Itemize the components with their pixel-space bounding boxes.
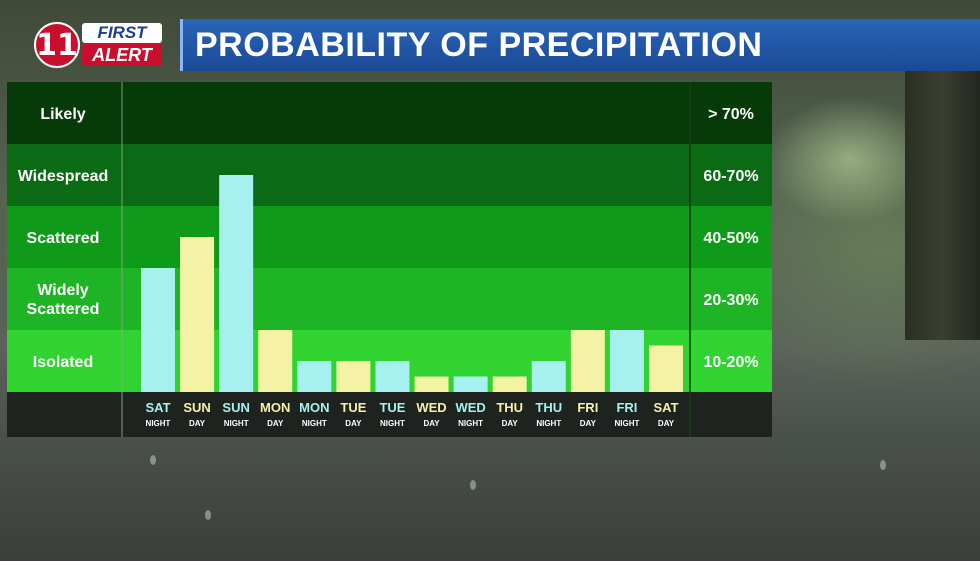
- header: 11 FIRST ALERT PROBABILITY OF PRECIPITAT…: [30, 16, 980, 74]
- x-tick-period: NIGHT: [380, 419, 405, 428]
- bar-thu-day: [492, 376, 527, 392]
- x-tick-period: DAY: [502, 419, 519, 428]
- bar-fri-night: [609, 330, 644, 392]
- band-widely-scattered: [7, 268, 772, 330]
- band-label-left: Scattered: [27, 301, 100, 318]
- precip-chart: Likely > 70% Widespread 60-70% Scattered 40-5…: [7, 82, 772, 437]
- rain-drop: [150, 455, 156, 465]
- bar-tue-day: [336, 361, 371, 392]
- x-tick-day: TUE: [340, 400, 366, 415]
- x-tick-period: DAY: [345, 419, 362, 428]
- x-tick-period: DAY: [658, 419, 675, 428]
- band-likely: [7, 82, 772, 144]
- rain-drop: [470, 480, 476, 490]
- x-tick-day: THU: [496, 400, 523, 415]
- background-tree: [905, 40, 980, 340]
- bar-sat-night: [141, 268, 175, 392]
- x-tick-period: DAY: [189, 419, 206, 428]
- logo-number: 11: [34, 22, 80, 68]
- bar-thu-night: [531, 361, 566, 392]
- x-tick-period: NIGHT: [302, 419, 327, 428]
- x-tick-period: NIGHT: [146, 419, 171, 428]
- x-tick-day: SAT: [145, 400, 170, 415]
- logo-alert-text: ALERT: [82, 44, 162, 66]
- x-tick-day: WED: [455, 400, 485, 415]
- x-tick-day: SAT: [653, 400, 678, 415]
- x-tick-period: DAY: [267, 419, 284, 428]
- chart-svg: Likely > 70% Widespread 60-70% Scattered 40-5…: [7, 82, 772, 437]
- band-scattered: [7, 206, 772, 268]
- band-label-right: 60-70%: [703, 168, 758, 185]
- x-tick-day: MON: [299, 400, 329, 415]
- x-tick-day: SUN: [183, 400, 210, 415]
- band-widespread: [7, 144, 772, 206]
- band-label-right: 20-30%: [703, 292, 758, 309]
- band-label-right: > 70%: [708, 106, 754, 123]
- band-label-left: Scattered: [27, 230, 100, 247]
- x-tick-day: MON: [260, 400, 290, 415]
- bar-wed-day: [414, 376, 449, 392]
- x-tick-period: NIGHT: [224, 419, 249, 428]
- x-tick-day: SUN: [222, 400, 249, 415]
- bar-mon-night: [297, 361, 332, 392]
- bar-sun-day: [180, 237, 215, 392]
- bar-sun-night: [219, 175, 254, 392]
- band-label-left: Isolated: [33, 354, 93, 371]
- band-label-right: 40-50%: [703, 230, 758, 247]
- bar-tue-night: [375, 361, 410, 392]
- x-tick-period: DAY: [423, 419, 440, 428]
- x-tick-period: NIGHT: [614, 419, 639, 428]
- title-bar: PROBABILITY OF PRECIPITATION: [180, 19, 980, 71]
- bar-wed-night: [453, 376, 488, 392]
- x-tick-day: FRI: [616, 400, 637, 415]
- bar-mon-day: [258, 330, 293, 392]
- x-tick-day: THU: [535, 400, 562, 415]
- band-label-left: Likely: [40, 106, 85, 123]
- logo-first-text: FIRST: [82, 23, 162, 43]
- x-tick-period: NIGHT: [536, 419, 561, 428]
- bar-sat-day: [649, 345, 683, 392]
- rain-drop: [205, 510, 211, 520]
- band-label-left: Widespread: [18, 168, 109, 185]
- x-tick-period: DAY: [580, 419, 597, 428]
- x-tick-day: FRI: [577, 400, 598, 415]
- band-label-right: 10-20%: [703, 354, 758, 371]
- x-tick-period: NIGHT: [458, 419, 483, 428]
- page-title: PROBABILITY OF PRECIPITATION: [195, 26, 763, 64]
- band-label-left: Widely: [37, 282, 89, 299]
- rain-drop: [880, 460, 886, 470]
- x-tick-day: TUE: [379, 400, 405, 415]
- x-tick-day: WED: [416, 400, 446, 415]
- x-axis-footer: [7, 392, 772, 437]
- bar-fri-day: [570, 330, 605, 392]
- station-logo: 11 FIRST ALERT: [30, 18, 180, 70]
